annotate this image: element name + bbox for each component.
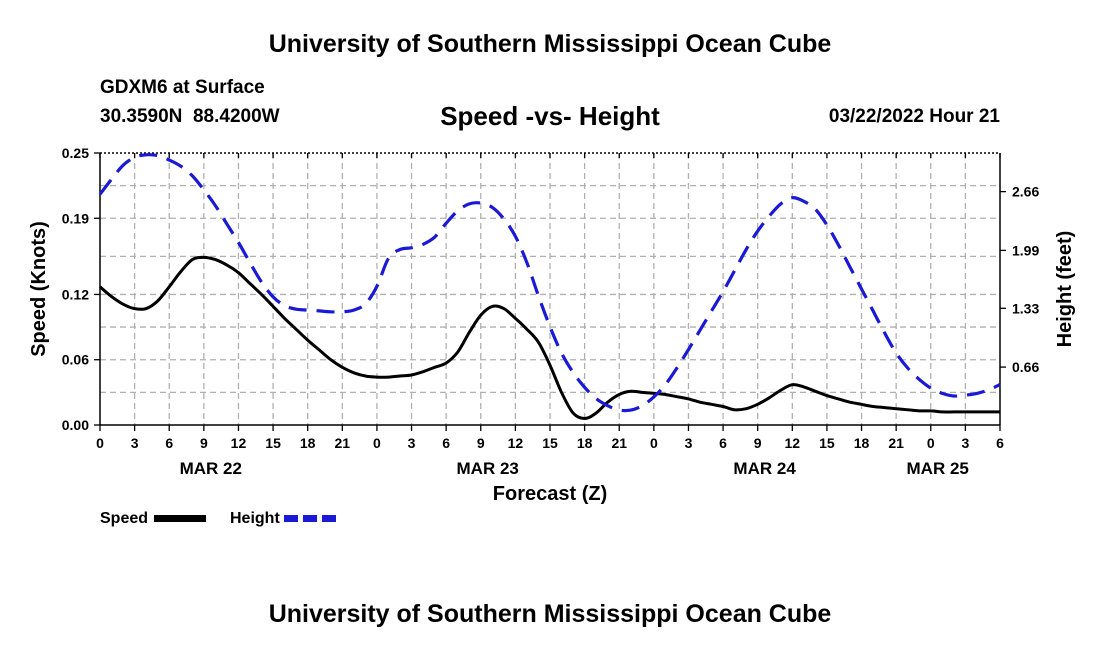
- chart-header-title: University of Southern Mississippi Ocean…: [268, 30, 832, 58]
- legend-speed-label: Speed: [100, 510, 149, 527]
- legend-height: Height: [230, 510, 337, 528]
- y-tick-label: 0.12: [62, 286, 89, 302]
- x-date-label: MAR 23: [457, 459, 519, 478]
- coordinates: 30.3590N 88.4200W: [100, 106, 280, 128]
- x-tick-label: 9: [200, 435, 208, 451]
- chart-subtitle: Speed -vs- Height: [440, 101, 660, 131]
- x-tick-label: 21: [611, 435, 627, 451]
- y2-axis-title: Height (feet): [1054, 231, 1076, 348]
- x-tick-label: 15: [265, 435, 281, 451]
- x-tick-label: 12: [231, 435, 247, 451]
- height-series-line: [98, 153, 1001, 413]
- forecast-datetime: 03/22/2022 Hour 21: [828, 106, 1000, 127]
- y-tick-label: 0.06: [62, 352, 89, 368]
- legend-height-swatch: [284, 515, 337, 523]
- x-tick-label: 18: [577, 435, 593, 451]
- x-tick-label: 0: [96, 435, 104, 451]
- x-date-label: MAR 25: [907, 459, 969, 478]
- x-tick-label: 15: [819, 435, 835, 451]
- x-tick-label: 21: [888, 435, 904, 451]
- x-tick-label: 9: [477, 435, 485, 451]
- y2-tick-label: 1.33: [1012, 300, 1039, 316]
- x-tick-label: 0: [927, 435, 935, 451]
- y-tick-label: 0.19: [62, 210, 89, 226]
- x-tick-label: 6: [719, 435, 727, 451]
- x-tick-label: 0: [373, 435, 381, 451]
- station-label: GDXM6 at Surface: [100, 77, 265, 98]
- x-tick-label: 3: [131, 435, 139, 451]
- x-tick-label: 6: [442, 435, 450, 451]
- x-tick-label: 15: [542, 435, 558, 451]
- x-tick-label: 6: [165, 435, 173, 451]
- x-date-label: MAR 22: [180, 459, 242, 478]
- x-axis-title: Forecast (Z): [493, 483, 607, 505]
- legend-height-label: Height: [230, 510, 280, 527]
- chart-footer-title: University of Southern Mississippi Ocean…: [268, 600, 832, 628]
- x-tick-label: 12: [785, 435, 801, 451]
- y-tick-label: 0.25: [62, 145, 89, 161]
- x-tick-label: 9: [754, 435, 762, 451]
- x-tick-label: 3: [408, 435, 416, 451]
- legend-speed-swatch: [154, 515, 207, 523]
- x-tick-label: 3: [961, 435, 969, 451]
- x-tick-label: 0: [650, 435, 658, 451]
- y-axis-title: Speed (Knots): [28, 221, 50, 357]
- x-tick-label: 18: [300, 435, 316, 451]
- legend-speed: Speed: [100, 510, 207, 528]
- x-tick-label: 18: [854, 435, 870, 451]
- y-tick-label: 0.00: [62, 417, 89, 433]
- speed-series-line: [98, 255, 1000, 420]
- y2-tick-label: 2.66: [1012, 184, 1039, 200]
- y2-tick-label: 1.99: [1012, 242, 1039, 258]
- x-date-label: MAR 24: [733, 459, 796, 478]
- x-tick-label: 12: [508, 435, 524, 451]
- longitude: 88.4200W: [192, 106, 280, 127]
- x-tick-label: 21: [335, 435, 351, 451]
- latitude: 30.3590N: [100, 106, 183, 127]
- y2-tick-label: 0.66: [1012, 359, 1039, 375]
- x-tick-label: 6: [996, 435, 1004, 451]
- x-tick-label: 3: [685, 435, 693, 451]
